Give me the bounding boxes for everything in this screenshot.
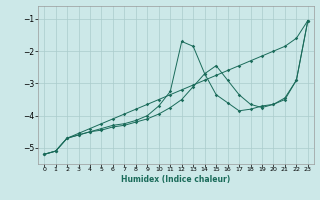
X-axis label: Humidex (Indice chaleur): Humidex (Indice chaleur)	[121, 175, 231, 184]
